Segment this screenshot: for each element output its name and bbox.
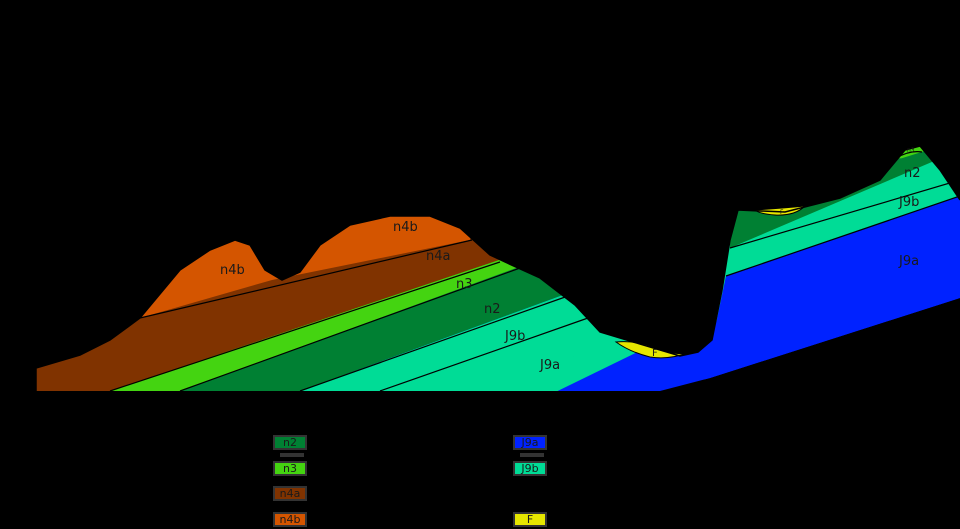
legend-separator bbox=[280, 453, 304, 457]
legend-j9b: J9b bbox=[513, 461, 547, 476]
layer-n3-cap bbox=[860, 146, 960, 165]
legend-f: F bbox=[513, 512, 547, 527]
label-j9a: J9a bbox=[539, 358, 560, 373]
label-n4b-left: n4b bbox=[220, 263, 245, 278]
label-j9b-right: J9b bbox=[898, 195, 919, 210]
label-n3-right: n3 bbox=[907, 147, 915, 154]
label-f-valley: F bbox=[652, 348, 658, 359]
label-n4b-top: n4b bbox=[393, 220, 418, 235]
label-n4a: n4a bbox=[426, 249, 450, 264]
legend-j9a: J9a bbox=[513, 435, 547, 450]
legend-n4b: n4b bbox=[273, 512, 307, 527]
label-n3: n3 bbox=[456, 277, 473, 292]
legend-n4a: n4a bbox=[273, 486, 307, 501]
label-n2-right: n2 bbox=[904, 166, 921, 181]
label-n2: n2 bbox=[484, 302, 501, 317]
label-j9a-right: J9a bbox=[898, 254, 919, 269]
label-f-plateau: F bbox=[780, 209, 784, 216]
label-j9b: J9b bbox=[504, 329, 525, 344]
legend-n3: n3 bbox=[273, 461, 307, 476]
layer-f-plateau bbox=[753, 205, 807, 216]
legend-n2: n2 bbox=[273, 435, 307, 450]
legend-separator bbox=[520, 453, 544, 457]
terrain-outline bbox=[35, 145, 960, 391]
